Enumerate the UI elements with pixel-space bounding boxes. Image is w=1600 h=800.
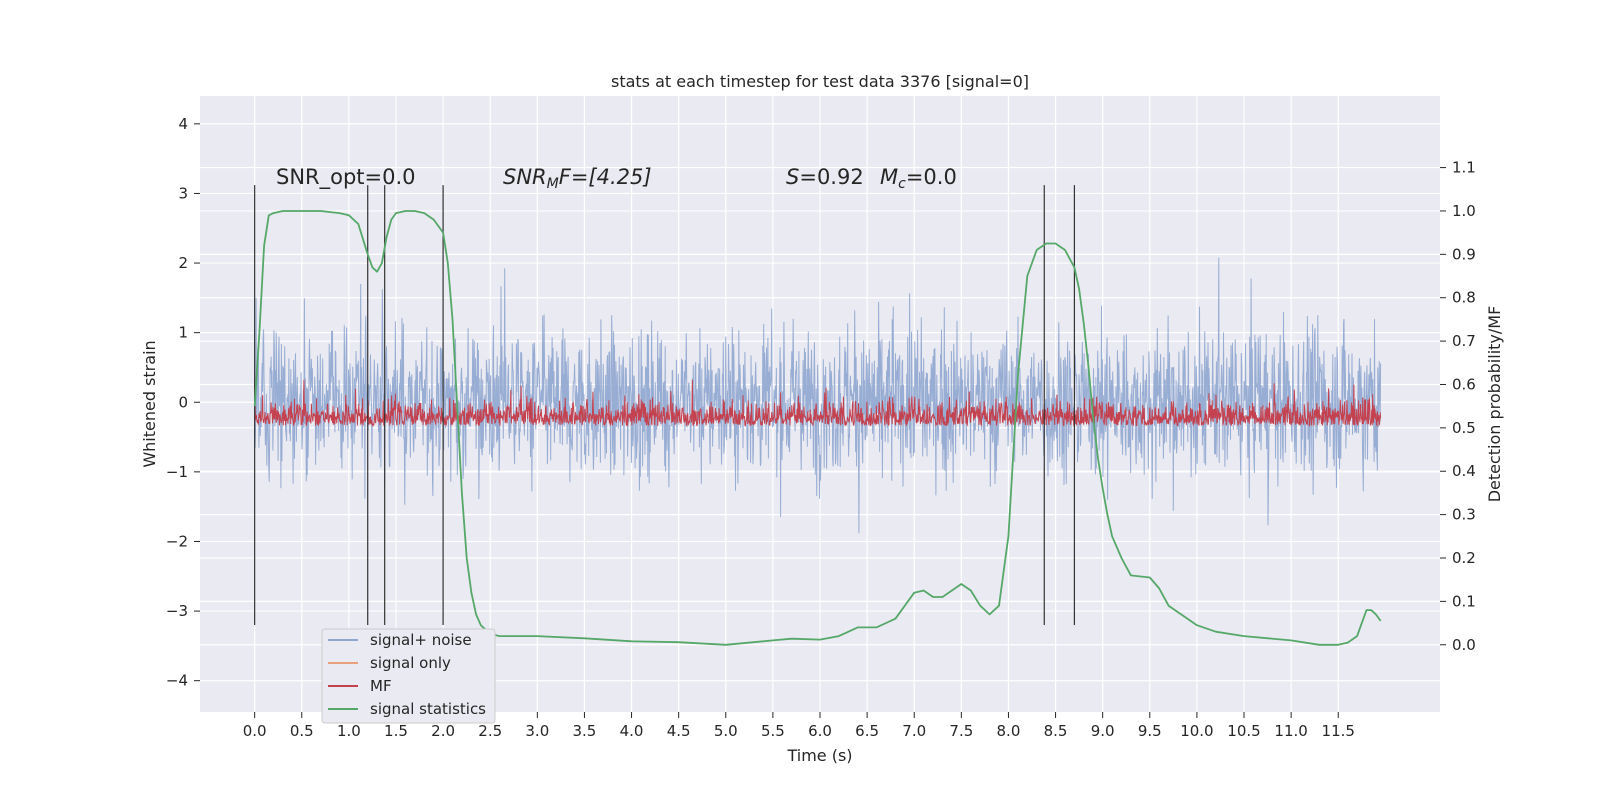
- legend: signal+ noise signal only MF signal stat…: [321, 628, 496, 724]
- annotation-s: S=0.92: [786, 165, 864, 189]
- signal-statistics-line: [253, 210, 1382, 646]
- x-tick-label: 9.5: [1138, 722, 1162, 740]
- signal-statistics-series: [253, 210, 1382, 646]
- y2-tick-label: 0.3: [1452, 506, 1476, 524]
- x-tick-label: 11.0: [1274, 722, 1307, 740]
- mf-line: [254, 380, 1382, 428]
- annotation-s-label: S: [786, 165, 799, 189]
- x-tick-label: 6.5: [855, 722, 879, 740]
- x-tick-label: 0.5: [290, 722, 314, 740]
- y2-tick-label: 0.0: [1452, 636, 1476, 654]
- legend-label-signal-noise: signal+ noise: [370, 631, 472, 649]
- y2-tick-label: 0.1: [1452, 592, 1476, 610]
- x-tick-label: 8.5: [1044, 722, 1068, 740]
- y-axis-label: Whitened strain: [140, 340, 159, 467]
- x-tick-label: 2.0: [431, 722, 455, 740]
- annotation-snr-mf-sub: M: [547, 176, 559, 192]
- annotation-snr-opt: SNR_opt=0.0: [276, 165, 416, 190]
- x-tick-label: 7.5: [949, 722, 973, 740]
- legend-label-mf: MF: [370, 677, 392, 695]
- legend-label-signal-statistics: signal statistics: [370, 700, 486, 718]
- annotation-snr-mf-label: SNR: [503, 165, 547, 189]
- signal-noise-series: [254, 257, 1382, 534]
- x-tick-label: 10.5: [1227, 722, 1260, 740]
- y2-tick-label: 0.4: [1452, 462, 1476, 480]
- y2-axis-label: Detection probability/MF: [1485, 306, 1504, 503]
- x-tick-label: 9.0: [1091, 722, 1115, 740]
- y2-tick-label: 0.6: [1452, 375, 1476, 393]
- y-tick-label: 2: [178, 254, 188, 272]
- y-tick-label: −3: [166, 602, 188, 620]
- mf-series: [254, 380, 1382, 428]
- x-axis-ticks: 0.0 0.5 1.0 1.5 2.0 2.5 3.0 3.5 4.0 4.5 5.0 5.5 6.0 6…: [243, 712, 1355, 740]
- y-axis-ticks: 4 3 2 1 0 −1 −2 −3 −4: [166, 115, 200, 690]
- signal-noise-line: [254, 257, 1382, 534]
- x-tick-label: 11.5: [1322, 722, 1355, 740]
- y-tick-label: 1: [178, 324, 188, 342]
- y2-tick-label: 0.2: [1452, 549, 1476, 567]
- legend-box: [321, 628, 496, 724]
- y2-tick-label: 0.5: [1452, 419, 1476, 437]
- y-tick-label: 0: [178, 393, 188, 411]
- x-tick-label: 6.0: [808, 722, 832, 740]
- y2-tick-label: 0.8: [1452, 289, 1476, 307]
- annotation-mc-sub: c: [898, 176, 906, 192]
- y2-tick-label: 1.1: [1452, 159, 1476, 177]
- x-tick-label: 3.0: [525, 722, 549, 740]
- y-tick-label: −4: [166, 672, 188, 690]
- annotation-mc-label: M: [880, 165, 898, 189]
- annotation-s-value: =0.92: [799, 165, 863, 189]
- x-tick-label: 5.0: [714, 722, 738, 740]
- y2-axis-ticks: 1.1 1.0 0.9 0.8 0.7 0.6 0.5 0.4 0.3 0.2 0.1 0.0: [1440, 159, 1476, 654]
- chart-title: stats at each timestep for test data 337…: [611, 72, 1029, 91]
- y2-tick-label: 1.0: [1452, 202, 1476, 220]
- y-tick-label: −1: [166, 463, 188, 481]
- y-tick-label: −2: [166, 532, 188, 550]
- y-tick-label: 3: [178, 184, 188, 202]
- legend-label-signal-only: signal only: [370, 654, 451, 672]
- x-tick-label: 5.5: [761, 722, 785, 740]
- x-axis-label: Time (s): [786, 746, 852, 765]
- x-tick-label: 1.0: [337, 722, 361, 740]
- annotation-snr-mf-rest: F=[4.25]: [559, 165, 652, 189]
- x-tick-label: 8.0: [997, 722, 1021, 740]
- y-tick-label: 4: [178, 115, 188, 133]
- x-tick-label: 7.0: [902, 722, 926, 740]
- x-tick-label: 1.5: [384, 722, 408, 740]
- annotation-mc-value: =0.0: [906, 165, 957, 189]
- y2-tick-label: 0.9: [1452, 245, 1476, 263]
- x-tick-label: 0.0: [243, 722, 267, 740]
- y2-tick-label: 0.7: [1452, 332, 1476, 350]
- x-tick-label: 10.0: [1180, 722, 1213, 740]
- x-tick-label: 4.0: [620, 722, 644, 740]
- x-tick-label: 3.5: [573, 722, 597, 740]
- x-tick-label: 2.5: [478, 722, 502, 740]
- annotation-snr-mf: SNRMF=[4.25]: [503, 165, 652, 192]
- annotation-mc: Mc=0.0: [880, 165, 957, 192]
- x-tick-label: 4.5: [667, 722, 691, 740]
